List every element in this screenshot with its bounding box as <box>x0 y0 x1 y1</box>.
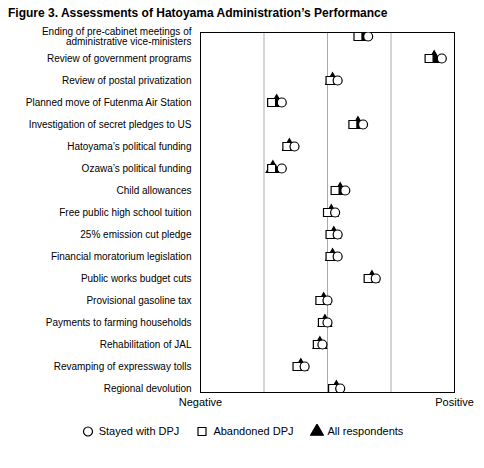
svg-text:Financial moratorium legislati: Financial moratorium legislation <box>51 251 192 262</box>
svg-text:Child allowances: Child allowances <box>116 185 191 196</box>
svg-text:Ozawa’s political funding: Ozawa’s political funding <box>82 163 192 174</box>
svg-text:Ending of pre-cabinet meetings: Ending of pre-cabinet meetings ofadminis… <box>42 26 192 47</box>
html-text:Stayed with DPJ: Stayed with DPJ <box>98 425 180 437</box>
html-text:All respondents: All respondents <box>327 425 404 437</box>
svg-text:Review of postal privatization: Review of postal privatization <box>62 75 192 86</box>
svg-text:25% emission cut pledge: 25% emission cut pledge <box>80 229 192 240</box>
svg-text:Negative: Negative <box>179 396 222 408</box>
svg-text:Public works budget cuts: Public works budget cuts <box>81 273 192 284</box>
svg-text:Planned move of Futenma Air St: Planned move of Futenma Air Station <box>26 97 192 108</box>
svg-text:Regional devolution: Regional devolution <box>104 383 192 394</box>
svg-text:Revamping of expressway tolls: Revamping of expressway tolls <box>54 361 192 372</box>
svg-text:Investigation of secret pledge: Investigation of secret pledges to US <box>29 119 192 130</box>
svg-text:Review of government programs: Review of government programs <box>47 53 192 64</box>
html-text:Figure 3. Assessments of Hatoy: Figure 3. Assessments of Hatoyama Admini… <box>8 6 388 20</box>
svg-text:Free public high school tuitio: Free public high school tuition <box>59 207 191 218</box>
svg-text:Payments to farming households: Payments to farming households <box>46 317 192 328</box>
svg-text:Positive: Positive <box>435 396 474 408</box>
svg-text:Rehabilitation of JAL: Rehabilitation of JAL <box>100 339 192 350</box>
html-text:Abandoned DPJ: Abandoned DPJ <box>213 425 294 437</box>
svg-text:Provisional gasoline tax: Provisional gasoline tax <box>86 295 191 306</box>
svg-text:Hatoyama’s political funding: Hatoyama’s political funding <box>67 141 191 152</box>
